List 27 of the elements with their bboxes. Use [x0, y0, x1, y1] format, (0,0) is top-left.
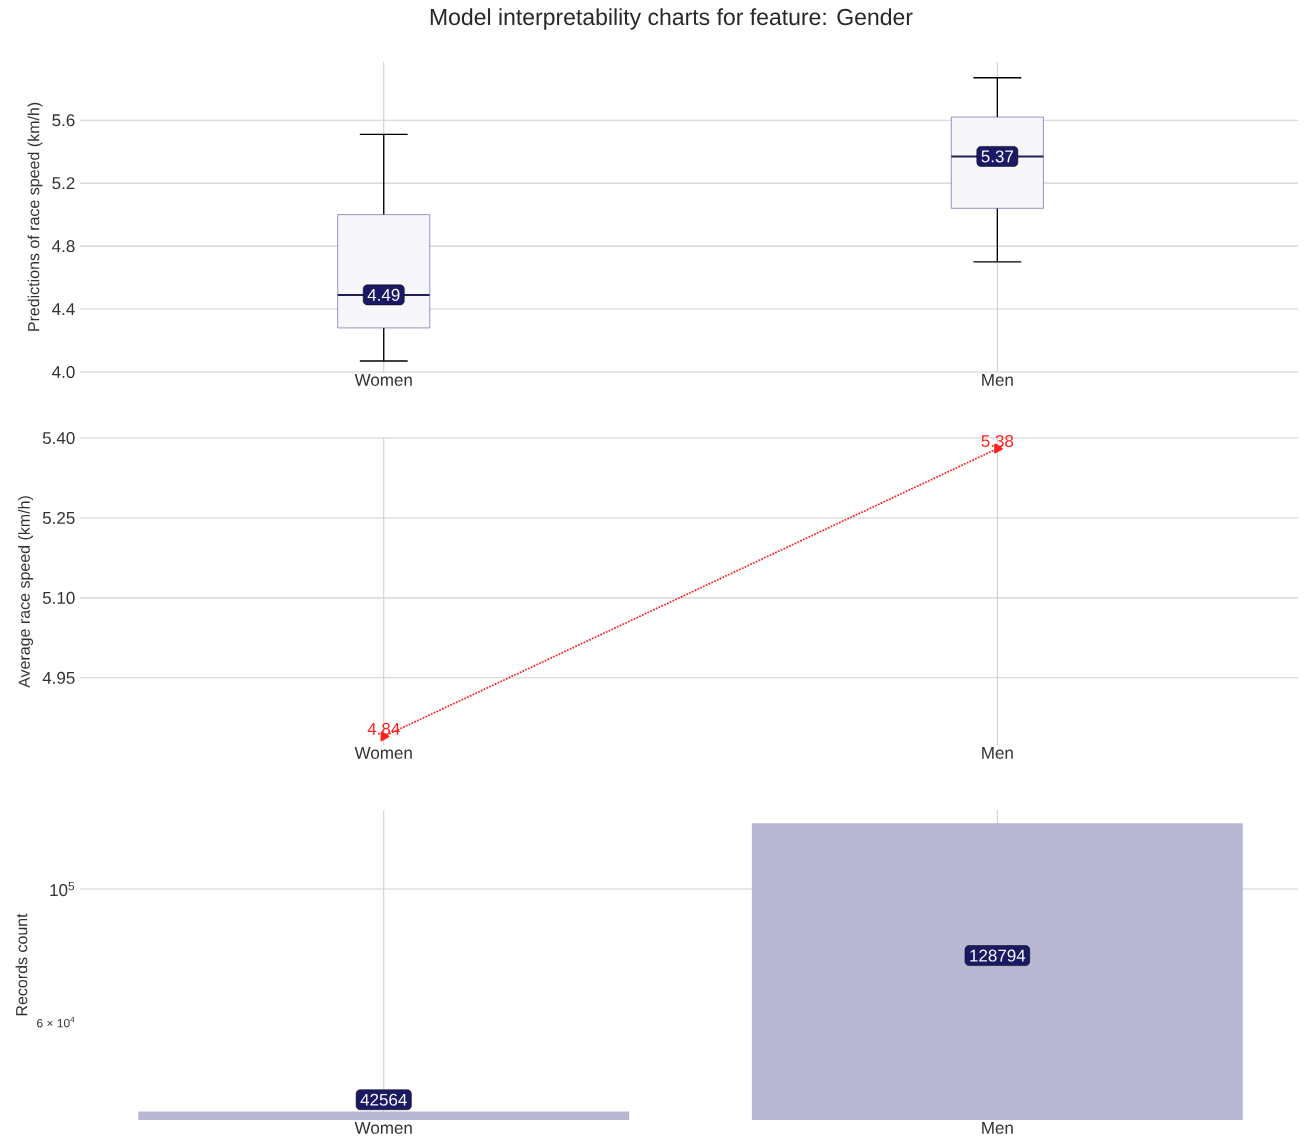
y-tick-label: 5.40	[42, 431, 75, 445]
y-axis-title: Predictions of race speed (km/h)	[27, 102, 43, 331]
y-tick-label: 4.4	[52, 303, 75, 315]
y-tick-label: 5.10	[42, 591, 75, 604]
y-tick-label: 10$^{5}$	[50, 881, 75, 897]
annotation: 4.49	[367, 288, 400, 301]
annotation: 5.37	[981, 150, 1014, 163]
data-label: 4.84	[367, 722, 400, 735]
y-axis-title: Average race speed (km/h)	[18, 496, 34, 688]
x-tick-label: Women	[354, 1122, 412, 1134]
y-tick-label: 4.95	[42, 671, 75, 684]
y-tick-label: 4.0	[52, 365, 75, 379]
data-label: 128794	[970, 949, 1026, 962]
y-tick-label: 5.2	[52, 177, 75, 190]
x-tick-label: Men	[982, 374, 1013, 386]
y-tick-label: 4.8	[52, 240, 75, 253]
y-tick-label: 5.25	[42, 511, 75, 524]
y-tick-label: 6 × 10$^{4}$	[37, 1016, 75, 1028]
x-tick-label: Women	[354, 374, 412, 386]
data-label: 5.38	[981, 435, 1014, 448]
chart-title: Model interpretability charts for feature: Gender	[430, 8, 913, 30]
y-tick-label: 5.6	[52, 114, 75, 127]
y-axis-title: Records count	[15, 913, 28, 1016]
x-tick-label: Women	[354, 747, 412, 759]
x-tick-label: Men	[982, 747, 1013, 759]
x-tick-label: Men	[982, 1122, 1013, 1134]
data-label: 42564	[360, 1093, 407, 1106]
